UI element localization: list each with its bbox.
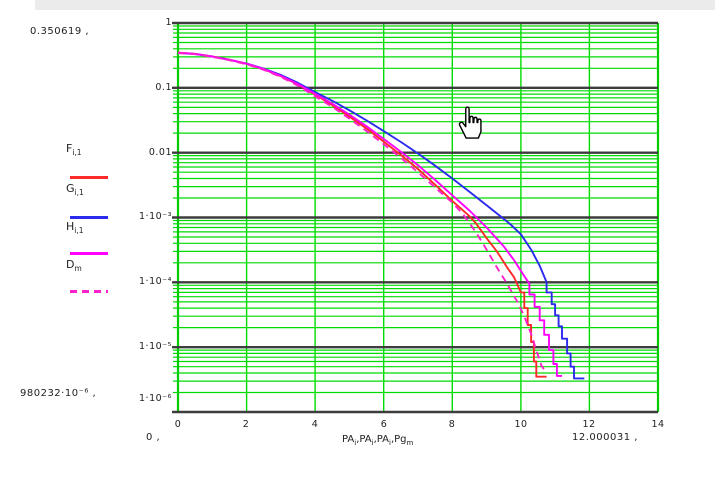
x-tick-label: 12 (582, 419, 596, 430)
x-tick-label: 0 (174, 419, 182, 430)
x-max-limit-label: 12.000031 , (572, 432, 638, 443)
legend-series-name: Dm (66, 258, 82, 274)
legend-series-name: Gi,1 (66, 182, 84, 198)
legend-series-name: Hi,1 (66, 220, 84, 236)
y-tick-label: 0.1 (155, 82, 172, 93)
x-tick-label: 6 (380, 419, 388, 430)
x-tick-label: 14 (651, 419, 665, 430)
x-axis-label-term: PAi (359, 434, 374, 447)
window-top-band (35, 0, 715, 10)
legend-line-solid (70, 252, 108, 255)
x-tick-label: 4 (311, 419, 319, 430)
y-tick-label: 1·10⁻⁴ (139, 276, 172, 287)
y-tick-label: 1·10⁻⁵ (139, 341, 172, 352)
legend-series-name: Fi,1 (66, 142, 82, 158)
x-axis-label-term: PAi (376, 434, 391, 447)
x-tick-label: 10 (514, 419, 528, 430)
x-min-limit-label: 0 , (146, 432, 161, 443)
x-axis-label: PAi,PAi,PAi,Pgm (342, 434, 414, 447)
y-tick-label: 0.01 (148, 147, 172, 158)
y-min-limit-label: 980232·10⁻⁶ , (20, 388, 97, 399)
legend-line-dashed (70, 290, 108, 293)
y-tick-label: 1 (165, 17, 172, 28)
y-tick-label: 1·10⁻⁶ (139, 393, 172, 404)
y-tick-label: 1·10⁻³ (139, 211, 172, 222)
legend-line-solid (70, 216, 108, 219)
x-axis-label-term: PAi (342, 434, 357, 447)
x-tick-label: 8 (448, 419, 456, 430)
legend-line-solid (70, 176, 108, 179)
y-max-limit-label: 0.350619 , (30, 26, 90, 37)
x-tick-label: 2 (242, 419, 250, 430)
x-axis-label-term: Pgm (394, 434, 414, 447)
